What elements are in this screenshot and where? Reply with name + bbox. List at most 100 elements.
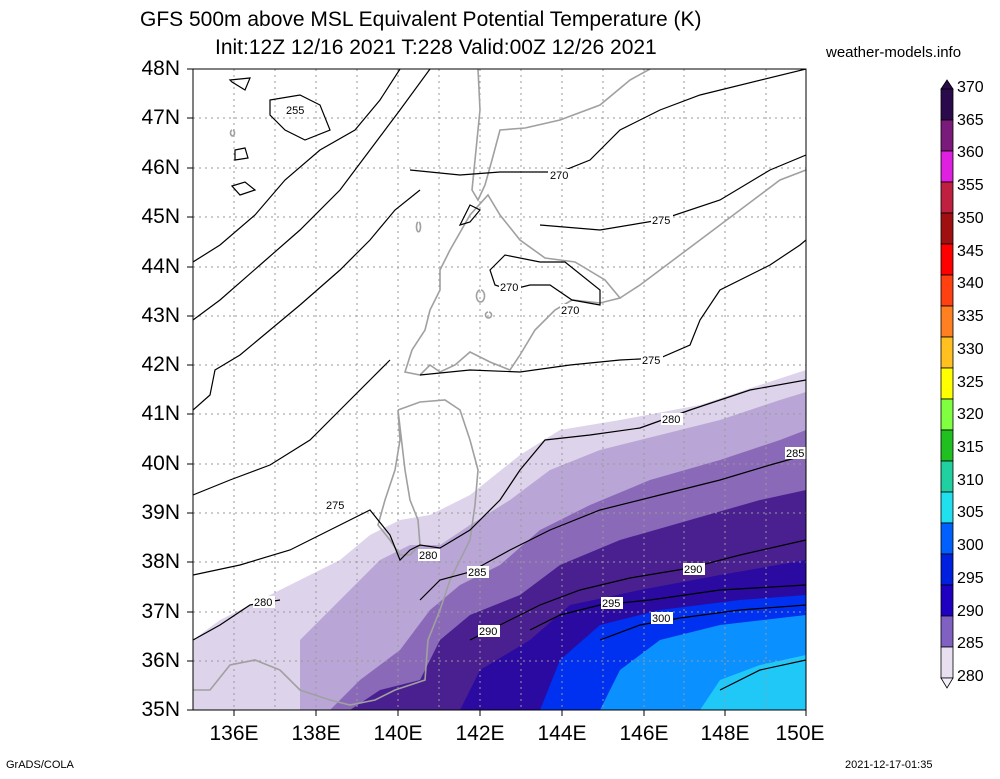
lon-label: 146E (619, 722, 669, 745)
lat-label: 47N (141, 106, 180, 129)
colorbar-cell (940, 553, 954, 586)
lat-label: 48N (141, 57, 180, 80)
contour-255 (228, 77, 331, 196)
contour-285 (419, 454, 806, 601)
colorbar-cell (940, 243, 954, 276)
colorbar-label: 355 (957, 177, 984, 195)
contour-label: 300 (652, 613, 670, 625)
colorbar-cell (940, 119, 954, 152)
kuril-coast (619, 169, 806, 299)
colorbar-label: 340 (957, 275, 984, 293)
contour-label: 285 (786, 448, 804, 460)
colorbar-cell (940, 212, 954, 245)
contour-label: 290 (684, 564, 702, 576)
colorbar-label: 285 (957, 635, 984, 653)
contours (193, 69, 806, 691)
colorbar-cell (940, 522, 954, 555)
colorbar-label: 350 (957, 209, 984, 227)
colorbar-cell (940, 150, 954, 183)
colorbar-cell (940, 181, 954, 214)
contour-275-south (193, 359, 391, 496)
lat-label: 44N (141, 255, 180, 278)
contour-275-north (193, 69, 806, 321)
lat-label: 42N (141, 353, 180, 376)
colorbar-label: 345 (957, 242, 984, 260)
site-name: weather-models.info (826, 44, 962, 61)
lat-label: 46N (141, 156, 180, 179)
colorbar-cell (940, 460, 954, 493)
contour-270-east (409, 69, 806, 176)
honshu-coast (193, 399, 479, 706)
colorbar-label: 320 (957, 406, 984, 424)
contour-280 (193, 379, 806, 576)
colorbar-cell (940, 305, 954, 338)
contour-labels: 255 270 270 270 275 275 275 280 280 280 … (253, 104, 807, 638)
colorbar-top-arrow (940, 79, 954, 90)
footer-software: GrADS/COLA (6, 759, 74, 771)
hokkaido-coast (403, 193, 622, 376)
colorbar-label: 300 (957, 537, 984, 555)
colorbar-cell (940, 429, 954, 462)
map-frame (192, 68, 807, 711)
contour-label: 255 (286, 105, 304, 117)
contour-275-mid (193, 189, 806, 411)
contour-label: 275 (642, 355, 660, 367)
contour-290 (469, 539, 806, 641)
colorbar-cell (940, 646, 954, 679)
colorbar-label: 310 (957, 471, 984, 489)
contour-label: 275 (652, 215, 670, 227)
contour-label: 280 (254, 597, 272, 609)
colorbar-label: 315 (957, 438, 984, 456)
colorbar-cell (940, 398, 954, 431)
contour-label: 270 (550, 170, 568, 182)
colorbar-cell (940, 367, 954, 400)
chart-subtitle: Init:12Z 12/16 2021 T:228 Valid:00Z 12/2… (215, 36, 657, 59)
colorbar-label: 360 (957, 144, 984, 162)
lat-label: 43N (141, 304, 180, 327)
lat-label: 38N (141, 550, 180, 573)
colorbar-label: 295 (957, 569, 984, 587)
lon-label: 140E (373, 722, 423, 745)
colorbar-cell (940, 491, 954, 524)
lon-label: 144E (537, 722, 587, 745)
colorbar-cell (940, 274, 954, 307)
colorbar-cell (940, 88, 954, 121)
lat-label: 45N (141, 205, 180, 228)
colorbar-label: 325 (957, 373, 984, 391)
lat-label: 40N (141, 452, 180, 475)
tick-marks (187, 68, 807, 716)
contour-label: 285 (468, 567, 486, 579)
chart-title: GFS 500m above MSL Equivalent Potential … (140, 8, 702, 31)
lat-label: 41N (141, 402, 180, 425)
lat-label: 37N (141, 600, 180, 623)
colorbar-label: 370 (957, 79, 984, 96)
colorbar-label: 330 (957, 340, 984, 358)
lat-label: 36N (141, 649, 180, 672)
colorbar-label: 335 (957, 308, 984, 326)
colorbar-label: 290 (957, 602, 984, 620)
contour-label: 280 (419, 550, 437, 562)
lon-label: 138E (291, 722, 341, 745)
lon-label: 136E (209, 722, 259, 745)
lon-label: 148E (700, 722, 750, 745)
colorbar-bottom-arrow (940, 677, 954, 689)
contour-label: 270 (500, 282, 518, 294)
theta-e-305-shading (700, 655, 806, 710)
contour-300 (599, 604, 806, 691)
coastlines (193, 69, 806, 706)
lat-label: 39N (141, 501, 180, 524)
shading-layer (193, 370, 806, 710)
contour-label: 270 (561, 305, 579, 317)
colorbar (940, 79, 954, 689)
contour-label: 280 (662, 414, 680, 426)
colorbar-label: 280 (957, 668, 984, 685)
colorbar-label: 365 (957, 111, 984, 129)
lon-label: 142E (455, 722, 505, 745)
colorbar-label: 305 (957, 504, 984, 522)
colorbar-cell (940, 336, 954, 369)
lat-label: 35N (141, 698, 180, 721)
colorbar-cell (940, 615, 954, 648)
sakhalin-coast (471, 69, 651, 202)
footer-timestamp: 2021-12-17-01:35 (845, 759, 933, 771)
